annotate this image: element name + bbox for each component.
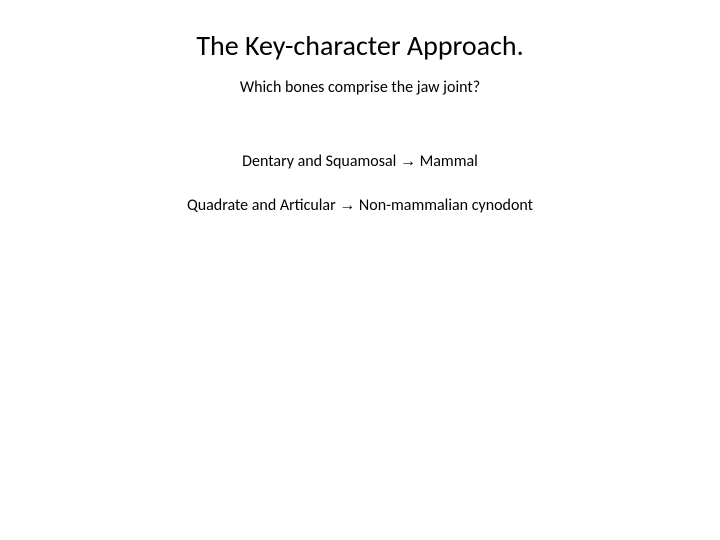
slide-title: The Key-character Approach. xyxy=(0,28,720,63)
content-line-1: Dentary and Squamosal → Mammal xyxy=(0,152,720,171)
line2-right: Non-mammalian cynodont xyxy=(359,196,533,215)
line1-left: Dentary and Squamosal xyxy=(242,152,396,171)
line2-left: Quadrate and Articular xyxy=(187,196,336,215)
content-line-2: Quadrate and Articular → Non-mammalian c… xyxy=(0,196,720,215)
slide-subtitle: Which bones comprise the jaw joint? xyxy=(0,78,720,97)
arrow-icon: → xyxy=(400,153,416,170)
arrow-icon: → xyxy=(339,197,355,214)
line1-right: Mammal xyxy=(420,152,478,171)
slide: The Key-character Approach. Which bones … xyxy=(0,0,720,540)
